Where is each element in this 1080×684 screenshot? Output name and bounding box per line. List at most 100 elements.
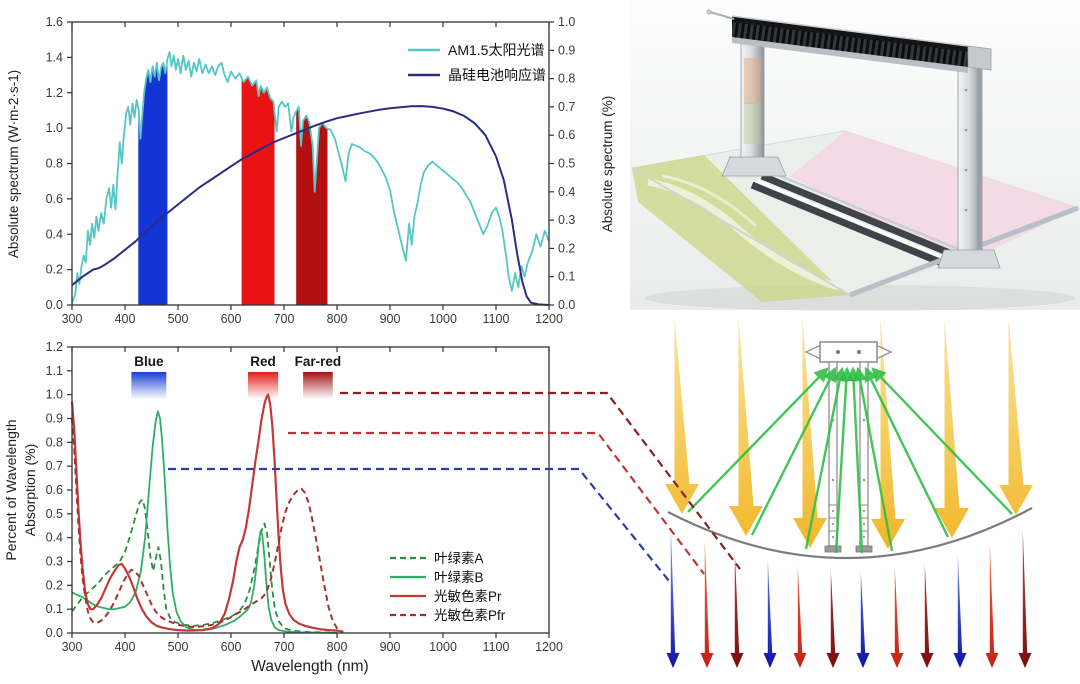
x-tick-label: 700 <box>274 312 295 326</box>
y-right-tick-label: 0.5 <box>558 157 575 171</box>
y-tick-label: 1.0 <box>46 388 63 402</box>
transmitted-arrow-red <box>700 541 714 668</box>
series-pr <box>70 393 344 633</box>
pv-receiver <box>819 341 878 363</box>
y-left-tick-label: 1.4 <box>46 50 63 64</box>
y-right-tick-label: 0.0 <box>558 298 575 312</box>
y-right-tick-label: 0.3 <box>558 213 575 227</box>
x-tick-label: 300 <box>62 640 83 654</box>
transmitted-arrow-blue <box>666 527 680 668</box>
y-left-tick-label: 1.2 <box>46 86 63 100</box>
y-left-tick-label: 0.2 <box>46 263 63 277</box>
reflected-ray <box>864 366 950 538</box>
legend-label-am15: AM1.5太阳光谱 <box>448 42 544 58</box>
transmitted-arrow-darkred <box>1018 529 1032 668</box>
device-render <box>630 0 1080 311</box>
y-left-tick-label: 0.4 <box>46 227 63 241</box>
x-tick-label: 1000 <box>429 640 457 654</box>
y-right-tick-label: 0.8 <box>558 72 575 86</box>
reflected-ray <box>871 367 1013 515</box>
receiver-right-tip <box>875 344 893 360</box>
reflected-ray <box>804 366 847 550</box>
y-left-tick-label: 1.6 <box>46 15 63 29</box>
left-post-reflection-orange <box>744 58 761 104</box>
series-chl-b <box>71 410 338 634</box>
solar-spectrum-chart: 300 400 500 600 700 800 900 1000 1100 12000.00.20… <box>46 15 576 326</box>
x-tick-label: 900 <box>380 312 401 326</box>
transmitted-arrow-blue <box>856 571 870 668</box>
x-tick-label: 1100 <box>483 640 510 654</box>
x-tick-label: 800 <box>327 312 348 326</box>
reflected-ray <box>846 366 864 554</box>
sensor-tip <box>706 9 712 15</box>
legend-label-chl-b: 叶绿素B <box>434 570 484 585</box>
legend-label-si-response: 晶硅电池响应谱 <box>448 67 546 83</box>
y-left-tick-label: 0.8 <box>46 157 63 171</box>
x-tick-label: 1200 <box>535 312 563 326</box>
y-tick-label: 0.1 <box>46 602 63 616</box>
spectral-splitting-diagram <box>665 318 1033 668</box>
y-tick-label: 0.6 <box>46 483 63 497</box>
band-label-red-marker: Red <box>250 354 276 369</box>
rail-dark-2 <box>750 181 944 267</box>
sunlight-arrow <box>665 318 699 514</box>
band-label-farred-marker: Far-red <box>295 354 342 369</box>
x-tick-label: 500 <box>168 640 189 654</box>
blue-marker <box>131 372 167 399</box>
glass-highlight-2 <box>661 174 758 228</box>
x-tick-label: 500 <box>168 312 189 326</box>
transmitted-arrow-darkred <box>826 570 840 668</box>
x-tick-label: 400 <box>115 312 136 326</box>
sunlight-arrow <box>935 318 969 538</box>
x-tick-label: 1200 <box>535 640 563 654</box>
y-tick-label: 0.8 <box>46 435 63 449</box>
x-tick-label: 1000 <box>429 312 457 326</box>
absorption-spectra-chart: Blue Red Far-red 300 400 500 600 700 800 900 1000 1… <box>46 340 563 654</box>
sensor-antenna <box>709 11 735 20</box>
x-tick-label: 700 <box>274 640 295 654</box>
column-foot <box>855 545 873 553</box>
y-left-tick-label: 0.6 <box>46 192 63 206</box>
reflected-ray <box>750 366 837 536</box>
y-tick-label: 1.2 <box>46 340 63 354</box>
red-band <box>241 76 275 305</box>
red-connector <box>288 431 705 575</box>
x-tick-label: 600 <box>221 640 242 654</box>
legend-label-chl-a: 叶绿素A <box>434 551 484 566</box>
left-frame-edge <box>631 167 851 296</box>
left-post-reflection-green <box>744 102 761 144</box>
x-tick-label: 1100 <box>483 312 510 326</box>
band-connector-overlay <box>168 391 741 582</box>
rail-gap <box>756 179 948 261</box>
right-post-side-face <box>977 48 982 256</box>
series-am15 <box>71 51 550 304</box>
y-tick-label: 0.5 <box>46 507 63 521</box>
transmitted-arrow-red <box>890 568 904 668</box>
farred-connector <box>340 391 741 570</box>
receiver-left-tip <box>804 344 822 360</box>
chart1-left-axis-label: Absolute spectrum (W·m-2·s-1) <box>6 70 21 258</box>
heatsink-end-cap <box>967 45 992 71</box>
x-tick-label: 600 <box>221 312 242 326</box>
column-foot <box>824 545 842 553</box>
y-tick-label: 0.4 <box>46 531 63 545</box>
series-pfr <box>71 418 343 633</box>
reflected-ray <box>853 366 894 552</box>
sunlight-arrow <box>999 318 1033 515</box>
y-tick-label: 1.1 <box>46 364 63 378</box>
transmitted-arrow-blue <box>763 560 777 668</box>
chart1-right-axis-label: Absolute spectrum (%) <box>600 96 615 233</box>
y-left-tick-label: 1.0 <box>46 121 63 135</box>
series-si-response <box>71 105 550 306</box>
blue-connector <box>168 467 670 582</box>
transmitted-arrow-red <box>985 544 999 668</box>
y-right-tick-label: 0.9 <box>558 43 575 57</box>
y-tick-label: 0.7 <box>46 459 63 473</box>
legend-label-pr: 光敏色素Pr <box>434 588 502 604</box>
y-right-tick-label: 0.6 <box>558 128 575 142</box>
transmitted-arrow-darkred <box>730 551 744 668</box>
left-post-foot <box>721 156 787 177</box>
band-label-blue-marker: Blue <box>134 354 164 369</box>
